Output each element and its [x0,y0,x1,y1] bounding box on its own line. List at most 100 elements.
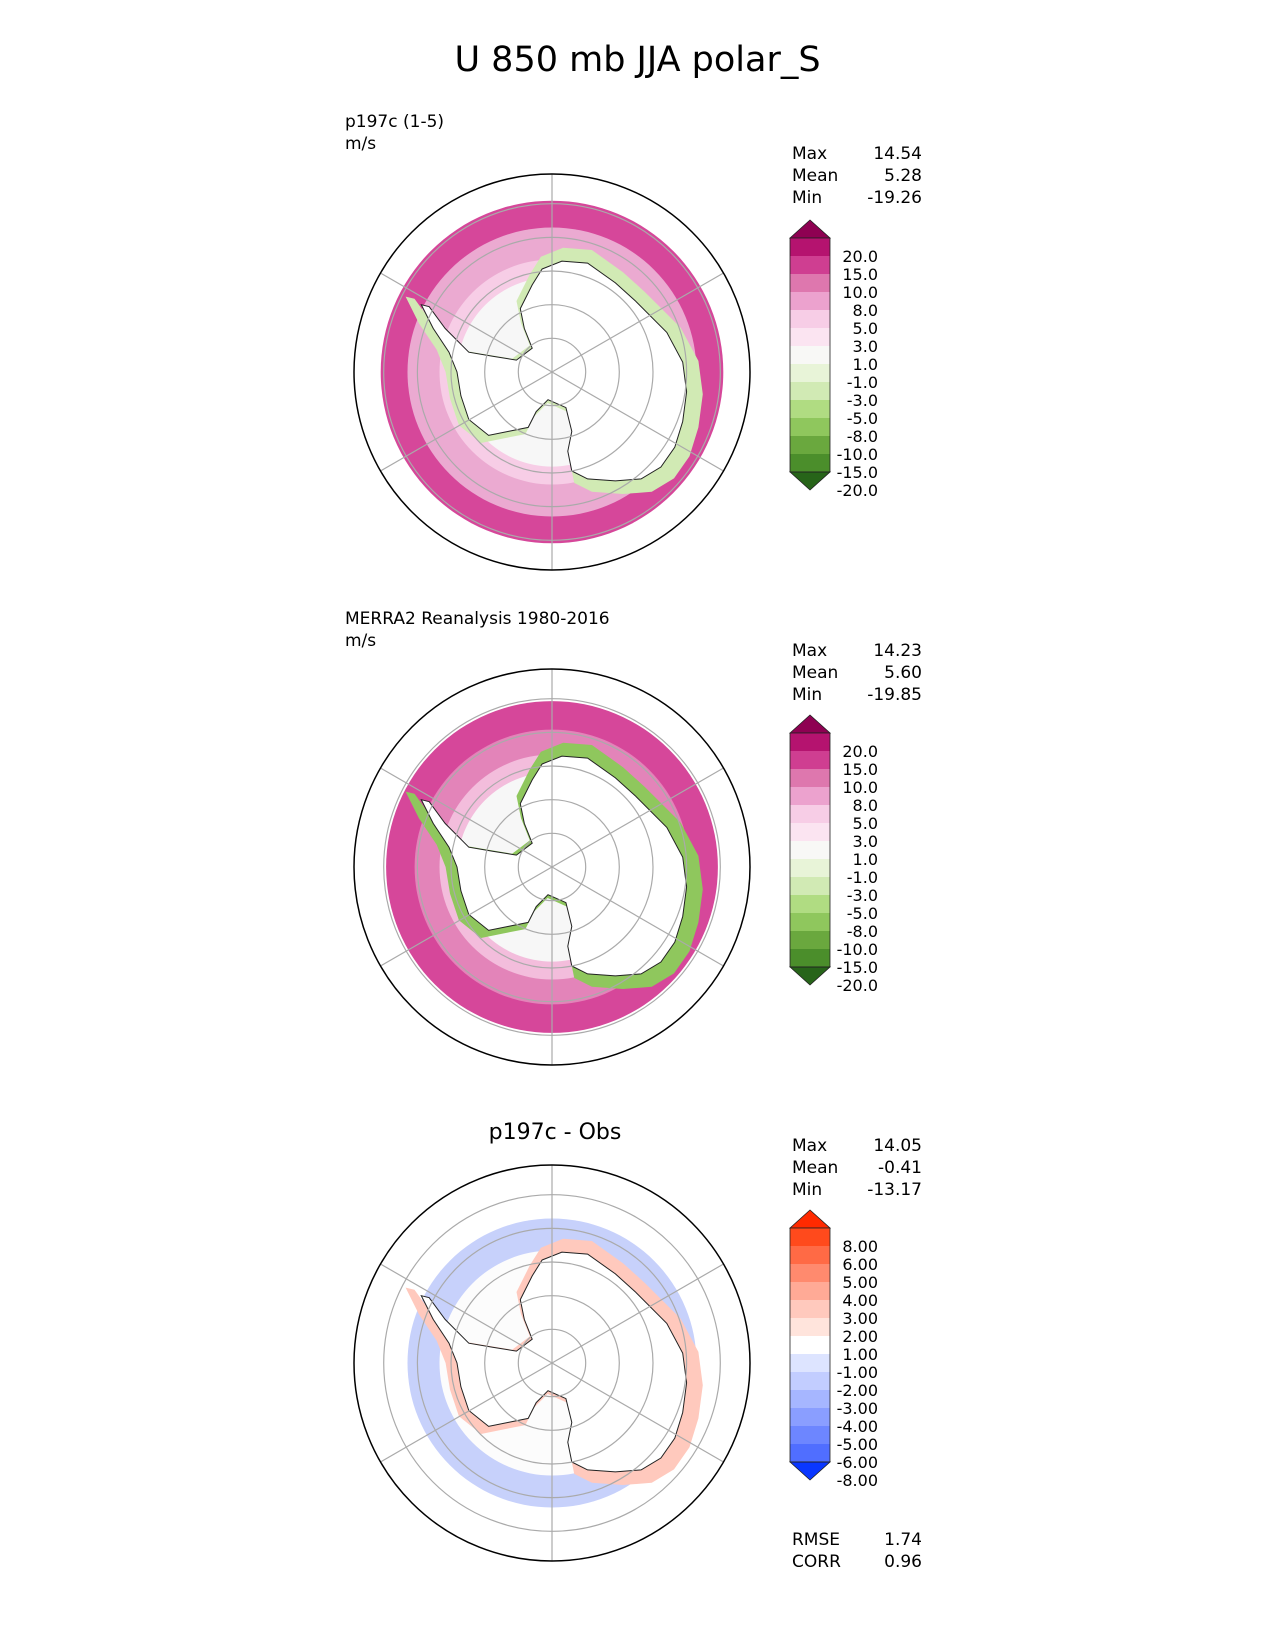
panel-2-max-value: 14.23 [873,641,922,661]
colorbar-segment [790,1264,830,1283]
panel-1-polar-map [353,173,751,571]
colorbar-min-arrow [788,471,832,491]
panel-2-label-line1: MERRA2 Reanalysis 1980-2016 [345,609,610,629]
colorbar-segment [790,400,830,419]
colorbar-tick-label: -10.0 [837,940,878,959]
colorbar-segment [790,346,830,365]
panel-1-mean-value: 5.28 [884,166,922,186]
colorbar-tick-label: 2.00 [842,1327,878,1346]
colorbar-segment [790,949,830,968]
meridian-gridline [551,272,724,373]
colorbar-tick-label: 10.0 [842,283,878,302]
colorbar-tick-label: 15.0 [842,265,878,284]
colorbar-tick-label: 5.00 [842,1273,878,1292]
panel-3-corr-label: CORR [792,1552,841,1572]
colorbar-segment [790,418,830,437]
colorbar-segment [790,382,830,401]
colorbar-tick-label: -8.0 [847,922,878,941]
colorbar-segment [790,292,830,311]
colorbar-tick-label: 8.00 [842,1237,878,1256]
colorbar-segment [790,931,830,950]
colorbar-tick-label: -20.0 [837,976,878,995]
colorbar-segment [790,895,830,914]
colorbar-frame [789,1227,831,1463]
meridian-gridline [380,767,553,868]
colorbar-tick-label: -5.00 [837,1435,878,1454]
panel-3-extra-stats: RMSE 1.74 CORR 0.96 [792,1529,922,1573]
panel-3-min-value: -13.17 [867,1180,922,1200]
colorbar-tick-label: -8.0 [847,427,878,446]
meridian-gridline [380,1263,553,1364]
panel-2-mean-label: Mean [792,663,839,683]
colorbar-segment [790,913,830,932]
colorbar-tick-label: -4.00 [837,1417,878,1436]
meridian-gridline [380,371,553,472]
colorbar-segment [790,751,830,770]
panel-2-max-label: Max [792,641,828,661]
colorbar-min-arrow [788,966,832,986]
colorbar-tick-label: -20.0 [837,481,878,500]
panel-2-min-value: -19.85 [867,685,922,705]
colorbar-segment [790,1354,830,1373]
colorbar-segment [790,805,830,824]
panel-3-max-value: 14.05 [873,1136,922,1156]
colorbar-tick-label: -5.0 [847,409,878,428]
panel-1-min-value: -19.26 [867,188,922,208]
colorbar-tick-label: 10.0 [842,778,878,797]
colorbar-segment [790,238,830,257]
colorbar-tick-label: 15.0 [842,760,878,779]
colorbar-segment [790,310,830,329]
panel-1-min-label: Min [792,188,823,208]
colorbar-segment [790,1444,830,1463]
colorbar-segment [790,1246,830,1265]
panel-2-min-label: Min [792,685,823,705]
colorbar-tick-label: -6.00 [837,1453,878,1472]
colorbar-segment [790,787,830,806]
meridian-gridline [551,1362,724,1463]
colorbar-tick-label: 3.0 [853,337,878,356]
panel-2-mean-value: 5.60 [884,663,922,683]
colorbar-tick-label: -1.00 [837,1363,878,1382]
colorbar-segment [790,1300,830,1319]
panel-2-colorbar: 20.015.010.08.05.03.01.0-1.0-3.0-5.0-8.0… [788,714,878,995]
colorbar-tick-label: 20.0 [842,742,878,761]
colorbar-tick-label: -5.0 [847,904,878,923]
panel-2-polar-map [353,668,751,1066]
colorbar-tick-label: -10.0 [837,445,878,464]
colorbar-tick-label: -3.00 [837,1399,878,1418]
colorbar-tick-label: 6.00 [842,1255,878,1274]
colorbar-tick-label: 5.0 [853,814,878,833]
colorbar-frame [789,732,831,968]
panel-3-title: p197c - Obs [488,1120,622,1145]
colorbar-segment [790,1426,830,1445]
panel-3-rmse-label: RMSE [792,1530,841,1550]
panel-2-stats: Max 14.23 Mean 5.60 Min -19.85 [792,640,922,706]
meridian-gridline [551,371,724,472]
colorbar-tick-label: 8.0 [853,301,878,320]
panel-3-polar-map [353,1164,751,1562]
meridian-gridline [380,866,553,967]
panel-1-max-value: 14.54 [873,144,922,164]
colorbar-segment [790,364,830,383]
colorbar-segment [790,733,830,752]
panel-3-min-label: Min [792,1180,823,1200]
colorbar-tick-label: 1.0 [853,850,878,869]
colorbar-tick-label: 3.00 [842,1309,878,1328]
colorbar-tick-label: 1.0 [853,355,878,374]
meridian-gridline [551,1263,724,1364]
colorbar-tick-label: 4.00 [842,1291,878,1310]
colorbar-tick-label: 20.0 [842,247,878,266]
colorbar-tick-label: -1.0 [847,373,878,392]
colorbar-tick-label: -8.00 [837,1471,878,1490]
colorbar-segment [790,1408,830,1427]
meridian-gridline [551,866,724,967]
map-boundary [353,1164,751,1562]
colorbar-segment [790,823,830,842]
colorbar-tick-label: 8.0 [853,796,878,815]
colorbar-tick-label: -1.0 [847,868,878,887]
panel-1-stats: Max 14.54 Mean 5.28 Min -19.26 [792,143,922,209]
colorbar-max-arrow [788,714,832,734]
colorbar-segment [790,769,830,788]
colorbar-segment [790,841,830,860]
panel-1-mean-label: Mean [792,166,839,186]
